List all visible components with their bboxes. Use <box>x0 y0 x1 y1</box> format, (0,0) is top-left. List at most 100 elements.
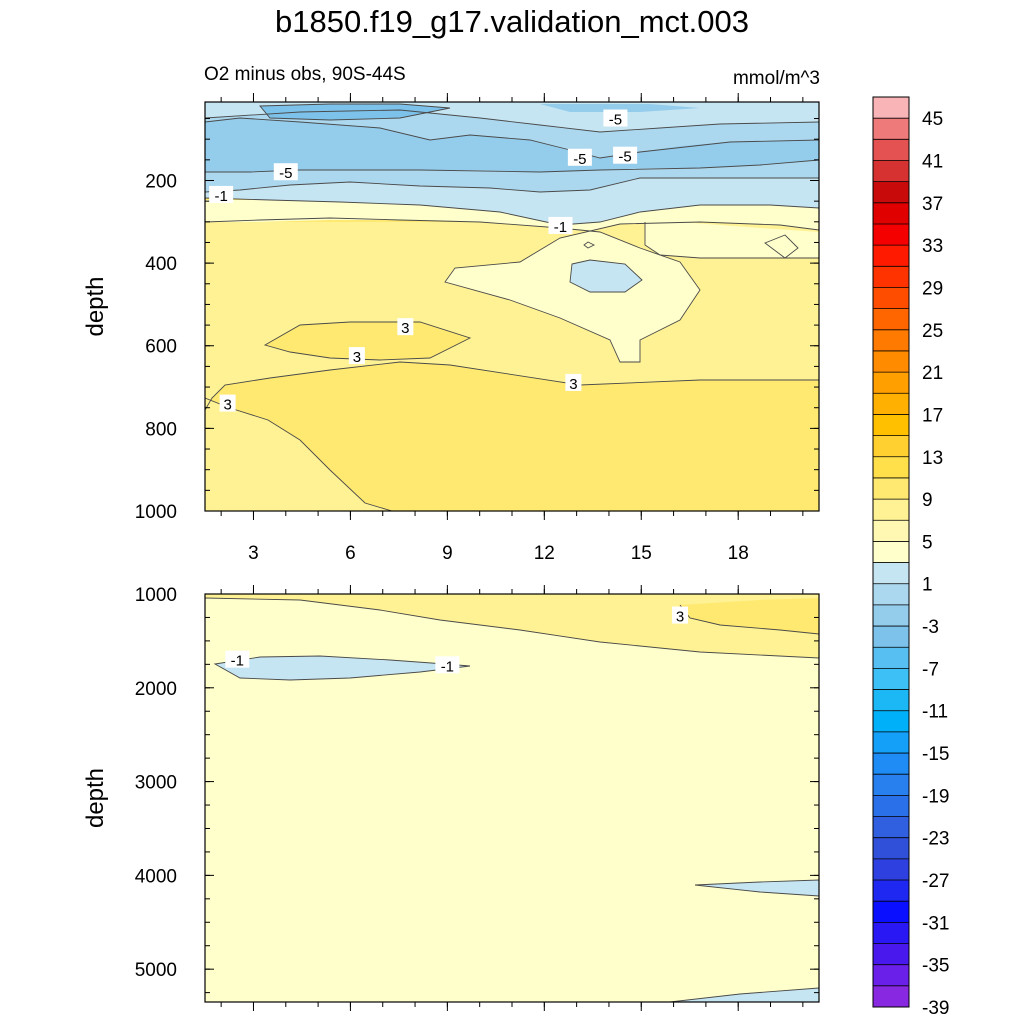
colorbar-swatch <box>873 774 909 796</box>
colorbar-label: -39 <box>922 998 949 1019</box>
colorbar-label: -11 <box>922 702 948 723</box>
contour-label: 3 <box>353 349 361 366</box>
contour-label-box <box>548 216 573 234</box>
colorbar-swatch <box>873 118 909 140</box>
contour-label: 3 <box>401 320 409 337</box>
colorbar-swatch <box>873 202 909 225</box>
colorbar-swatch <box>873 287 909 310</box>
contour-label-box <box>348 347 365 365</box>
x-tick-label: 9 <box>442 543 453 564</box>
contour-labels: -5 -5 -5 -5 -1 -1 3 3 3 3 3 -1 -1 <box>209 109 689 675</box>
colorbar-swatch <box>873 393 909 415</box>
colorbar-swatch <box>873 964 909 987</box>
contour-label: -1 <box>554 219 567 236</box>
chart-title: b1850.f19_g17.validation_mct.003 <box>275 4 749 39</box>
contour-label: -5 <box>573 151 586 168</box>
colorbar-swatch <box>873 583 909 606</box>
colorbar-label: 37 <box>922 194 943 215</box>
y-tick-label: 800 <box>145 419 177 440</box>
colorbar-label: 25 <box>922 321 943 342</box>
colorbar-label: 9 <box>922 490 933 511</box>
colorbar-swatch <box>873 139 909 161</box>
colorbar-label: 41 <box>922 151 943 172</box>
y-tick-label: 3000 <box>135 773 177 794</box>
colorbar-swatch <box>873 795 909 817</box>
colorbar-swatch <box>873 901 909 923</box>
x-tick-label: 15 <box>631 543 652 564</box>
contour-label: 3 <box>676 609 684 626</box>
colorbar-label: 17 <box>922 405 943 426</box>
colorbar-swatch <box>873 160 909 183</box>
y-tick-label: 1000 <box>135 585 177 606</box>
contour-label: -1 <box>214 188 227 205</box>
colorbar-swatch <box>873 668 909 690</box>
colorbar-label: -27 <box>922 871 949 892</box>
colorbar-label: 1 <box>922 575 933 596</box>
contour-label-box <box>225 650 250 668</box>
contour-label: -1 <box>441 658 454 675</box>
contour-label-box <box>219 394 236 412</box>
contour-label-box <box>603 109 628 127</box>
colorbar-label: -3 <box>922 617 939 638</box>
colorbar-swatch <box>873 541 909 563</box>
colorbar-swatch <box>873 710 909 733</box>
colorbar-swatch <box>873 223 909 246</box>
contour-label-box <box>209 185 234 203</box>
contour-label: 3 <box>223 397 231 414</box>
contour-label-box <box>565 373 582 391</box>
contour-label: -5 <box>618 149 631 166</box>
colorbar-swatch <box>873 435 909 458</box>
x-tick-label: 3 <box>248 543 259 564</box>
colorbar-label: 21 <box>922 363 943 384</box>
upper-panel-fills <box>205 102 819 511</box>
colorbar-swatch <box>873 499 909 521</box>
y-tick-label: 400 <box>145 254 177 275</box>
colorbar-swatch <box>873 245 909 267</box>
contour-label-box <box>567 148 592 166</box>
colorbar-label: -23 <box>922 829 949 850</box>
colorbar-swatch <box>873 414 909 437</box>
colorbar-swatch <box>873 626 909 648</box>
chart-subtitle: O2 minus obs, 90S-44S <box>204 64 406 85</box>
colorbar-swatch <box>873 372 909 394</box>
colorbar-frame <box>872 96 910 1008</box>
contour-label: -5 <box>609 112 622 129</box>
colorbar-swatch <box>873 562 909 585</box>
y-axis-label: depth <box>82 768 109 828</box>
axes: 200 400 600 800 1000 3 6 9 12 15 18 depth 1000 2000 30… <box>82 93 820 1011</box>
y-tick-label: 2000 <box>135 679 177 700</box>
colorbar-swatch <box>873 943 909 966</box>
x-tick-label: 6 <box>345 543 356 564</box>
x-tick-label: 12 <box>534 543 555 564</box>
colorbar-swatch <box>873 456 909 479</box>
y-tick-label: 4000 <box>135 866 177 887</box>
y-tick-label: 200 <box>145 171 177 192</box>
colorbar-swatch <box>873 266 909 288</box>
contour-label: -5 <box>279 165 292 182</box>
colorbar-swatch <box>873 880 909 902</box>
colorbar-swatch <box>873 731 909 754</box>
colorbar-label: -15 <box>922 744 949 765</box>
colorbar-swatch <box>873 308 909 331</box>
colorbar-swatch <box>873 753 909 775</box>
x-tick-label: 18 <box>728 543 749 564</box>
colorbar-label: -31 <box>922 913 949 934</box>
colorbar-swatch <box>873 181 909 204</box>
colorbar-swatch <box>873 837 909 860</box>
colorbar-label: 13 <box>922 448 943 469</box>
colorbar-swatch <box>873 985 909 1008</box>
contour-label-box <box>273 163 298 181</box>
y-axis-label: depth <box>82 276 109 336</box>
colorbar-swatch <box>873 350 909 373</box>
colorbar-swatch <box>873 922 909 944</box>
units-label: mmol/m^3 <box>732 68 820 89</box>
colorbar-label: -19 <box>922 786 949 807</box>
contour-label: -1 <box>231 653 244 670</box>
colorbar-label: 29 <box>922 278 943 299</box>
colorbar-label: 33 <box>922 236 943 257</box>
colorbar-label: -35 <box>922 956 949 977</box>
y-tick-label: 5000 <box>135 960 177 981</box>
colorbar-swatch <box>873 689 909 712</box>
colorbar-label: -7 <box>922 659 939 680</box>
